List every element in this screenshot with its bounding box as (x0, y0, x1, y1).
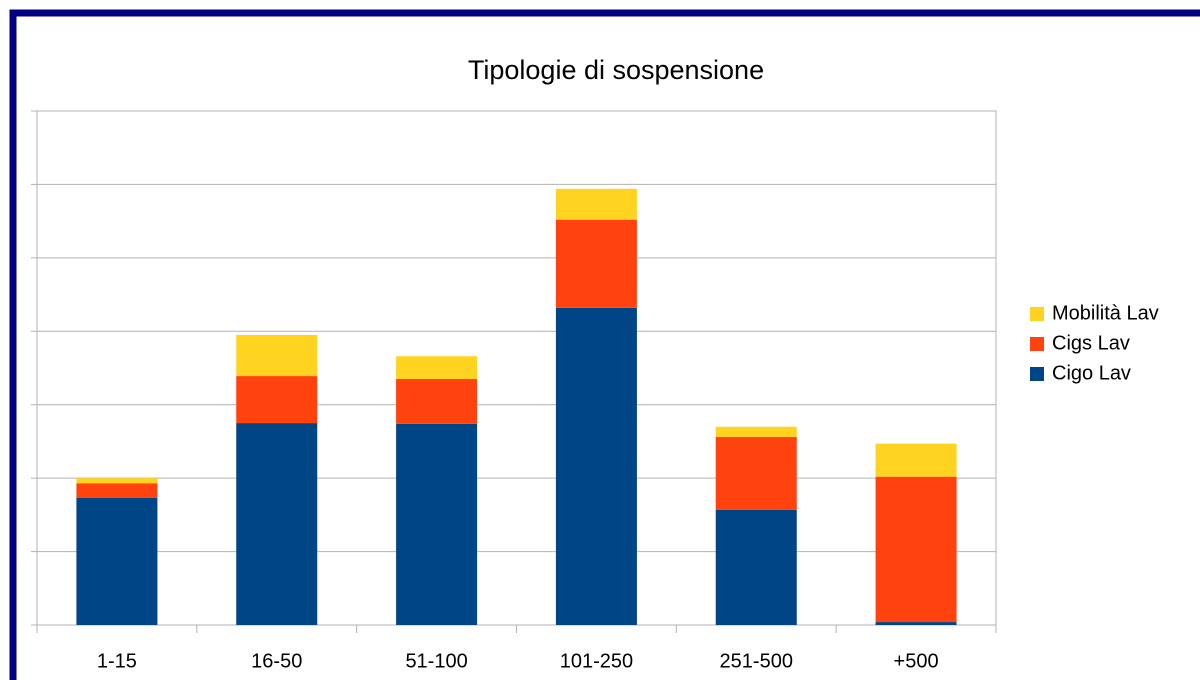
legend-label: Cigs Lav (1052, 332, 1130, 354)
bar-segment (396, 423, 478, 625)
bar-segment (555, 307, 637, 625)
x-tick-label: 251-500 (720, 650, 793, 672)
bar-segment (236, 376, 318, 424)
x-tick-label: 1-15 (97, 650, 137, 672)
legend-label: Mobilità Lav (1052, 302, 1159, 324)
legend-swatch (1030, 337, 1044, 351)
x-tick-label: 101-250 (560, 650, 633, 672)
bar-segment (875, 622, 957, 625)
bar-segment (555, 188, 637, 220)
chart-title: Tipologie di sospensione (468, 55, 764, 85)
bar-segment (76, 478, 158, 484)
x-tick-label: 16-50 (251, 650, 302, 672)
frame (9, 9, 1200, 680)
x-tick-label: 51-100 (405, 650, 467, 672)
legend-label: Cigo Lav (1052, 362, 1131, 384)
bar-segment (715, 437, 797, 510)
bar-segment (236, 423, 318, 625)
bar-segment (236, 334, 318, 377)
bar-segment (396, 356, 478, 380)
legend-swatch (1030, 367, 1044, 381)
bar-segment (875, 443, 957, 477)
legend-swatch (1030, 307, 1044, 321)
bar-segment (875, 476, 957, 623)
x-tick-label: +500 (894, 650, 939, 672)
bar-segment (715, 426, 797, 438)
bar-segment (76, 483, 158, 498)
bar-segment (396, 379, 478, 424)
bar-segment (76, 497, 158, 625)
bar-segment (555, 219, 637, 308)
bar-segment (715, 509, 797, 625)
